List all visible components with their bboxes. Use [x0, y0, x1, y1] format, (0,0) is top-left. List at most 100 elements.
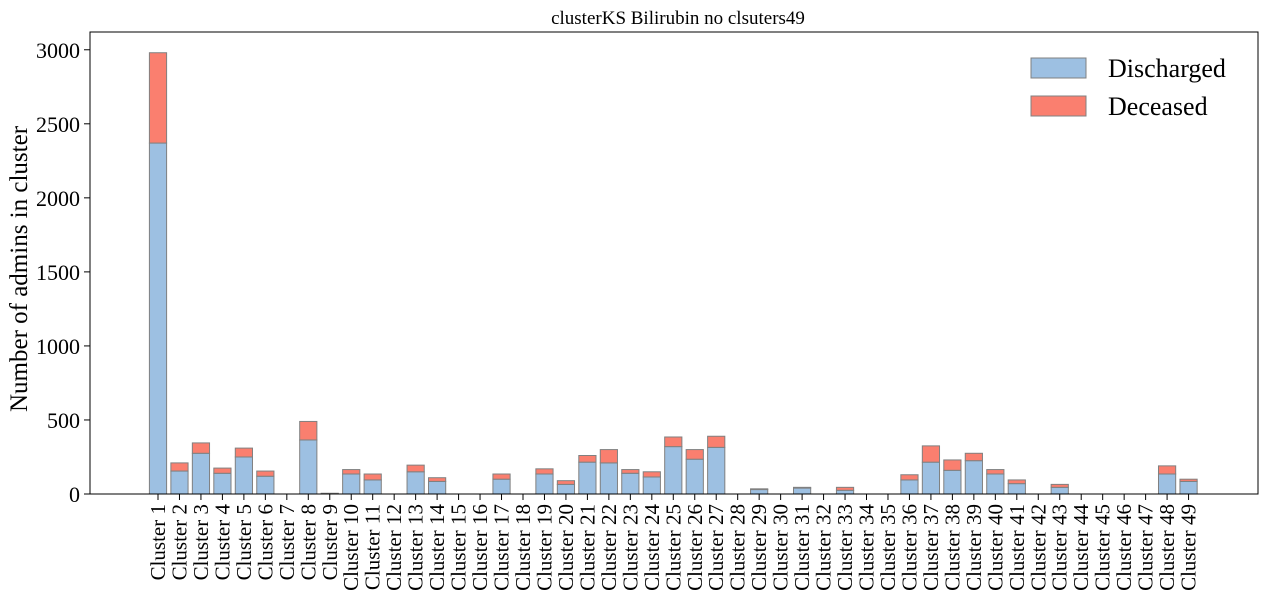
x-tick-label: Cluster 33 — [833, 504, 857, 591]
bar-discharged-20 — [556, 483, 576, 495]
x-tick-label: Cluster 2 — [167, 504, 191, 580]
bar-deceased-20 — [556, 480, 576, 485]
y-axis-label: Number of admins in cluster — [6, 125, 33, 412]
x-tick-label: Cluster 30 — [769, 504, 793, 591]
y-tick-label: 2500 — [36, 112, 80, 137]
bar-discharged-23 — [621, 472, 640, 495]
bar-discharged-2 — [170, 470, 189, 495]
bar-deceased-49 — [1179, 478, 1198, 482]
bar-discharged-40 — [986, 473, 1005, 495]
x-tick-label: Cluster 26 — [683, 504, 707, 591]
x-tick-label: Cluster 4 — [210, 504, 234, 581]
x-tick-label: Cluster 19 — [532, 504, 556, 591]
bar-discharged-13 — [406, 471, 425, 495]
bar-deceased-25 — [664, 436, 683, 448]
bar-deceased-19 — [535, 468, 554, 475]
bar-discharged-24 — [642, 476, 661, 495]
bar-deceased-36 — [900, 474, 919, 481]
plot-frame — [89, 31, 1259, 495]
legend: Discharged Deceased — [1030, 54, 1226, 121]
x-tick-label: Cluster 9 — [318, 504, 342, 580]
bar-discharged-43 — [1050, 486, 1069, 495]
bar-deceased-37 — [921, 445, 941, 463]
x-tick-label: Cluster 5 — [232, 504, 256, 580]
bar-discharged-33 — [835, 489, 855, 495]
bar-deceased-14 — [428, 477, 447, 482]
bar-deceased-17 — [492, 473, 511, 480]
x-tick-label: Cluster 7 — [275, 504, 299, 580]
bars-group — [148, 52, 1198, 495]
bar-deceased-11 — [363, 473, 382, 481]
x-tick-label: Cluster 41 — [1005, 504, 1029, 591]
bar-deceased-27 — [707, 435, 726, 448]
bar-discharged-6 — [256, 475, 275, 495]
x-tick-label: Cluster 10 — [339, 504, 363, 591]
bar-discharged-26 — [685, 458, 704, 495]
x-tick-label: Cluster 45 — [1091, 504, 1115, 591]
x-tick-label: Cluster 21 — [575, 504, 599, 591]
bar-deceased-31 — [793, 486, 812, 489]
x-tick-label: Cluster 13 — [404, 504, 428, 591]
bar-discharged-1 — [148, 142, 168, 495]
bar-discharged-37 — [921, 461, 941, 495]
legend-swatch-deceased — [1030, 95, 1087, 117]
legend-label-discharged: Discharged — [1108, 54, 1226, 83]
x-tick-label: Cluster 1 — [146, 504, 170, 580]
bar-deceased-39 — [964, 452, 983, 462]
x-tick-label: Cluster 40 — [983, 504, 1007, 591]
y-tick-label: 1000 — [36, 334, 80, 359]
bar-discharged-11 — [363, 479, 382, 495]
x-tick-label: Cluster 23 — [618, 504, 642, 591]
x-tick-label: Cluster 28 — [726, 504, 750, 591]
bar-discharged-48 — [1157, 473, 1177, 495]
x-tick-label: Cluster 32 — [812, 504, 836, 591]
x-tick-label: Cluster 46 — [1112, 504, 1136, 591]
bar-deceased-1 — [148, 52, 168, 144]
bar-deceased-23 — [621, 469, 640, 474]
x-tick-label: Cluster 24 — [640, 504, 664, 591]
x-tick-label: Cluster 31 — [790, 504, 814, 591]
x-tick-label: Cluster 14 — [425, 504, 449, 591]
bar-deceased-21 — [578, 455, 597, 463]
bar-discharged-14 — [428, 480, 447, 495]
legend-swatch-discharged — [1030, 57, 1087, 79]
x-tick-label: Cluster 38 — [940, 504, 964, 591]
bar-deceased-41 — [1007, 479, 1026, 485]
bar-deceased-5 — [234, 447, 253, 458]
x-tick-label: Cluster 6 — [253, 504, 277, 580]
bar-discharged-39 — [964, 460, 983, 495]
bar-deceased-33 — [835, 486, 855, 491]
bar-discharged-21 — [578, 461, 597, 495]
bar-deceased-22 — [599, 449, 618, 464]
bar-discharged-49 — [1179, 480, 1198, 495]
bar-discharged-5 — [234, 456, 253, 495]
y-tick-label: 1500 — [36, 260, 80, 285]
bar-deceased-3 — [191, 442, 211, 454]
x-tick-label: Cluster 18 — [511, 504, 535, 591]
bar-deceased-48 — [1157, 465, 1177, 475]
x-tick-label: Cluster 36 — [897, 504, 921, 591]
x-tick-label: Cluster 27 — [704, 504, 728, 591]
bar-deceased-13 — [406, 464, 425, 473]
bar-discharged-8 — [299, 439, 318, 495]
bar-deceased-24 — [642, 471, 661, 478]
bar-deceased-43 — [1050, 483, 1069, 488]
x-tick-label: Cluster 3 — [189, 504, 213, 580]
bar-discharged-27 — [707, 446, 726, 495]
chart-title: clusterKS Bilirubin no clsuters49 — [551, 8, 805, 29]
bar-deceased-4 — [213, 467, 232, 474]
bar-discharged-17 — [492, 478, 511, 495]
bar-discharged-22 — [599, 462, 618, 495]
x-tick-label: Cluster 29 — [747, 504, 771, 591]
legend-label-deceased: Deceased — [1108, 92, 1208, 121]
bar-deceased-26 — [685, 449, 704, 460]
x-tick-label: Cluster 35 — [876, 504, 900, 591]
bar-discharged-31 — [793, 487, 812, 495]
x-tick-label: Cluster 8 — [296, 504, 320, 580]
x-tick-label: Cluster 11 — [361, 504, 385, 590]
bar-deceased-38 — [943, 459, 962, 471]
bar-discharged-29 — [750, 489, 769, 495]
